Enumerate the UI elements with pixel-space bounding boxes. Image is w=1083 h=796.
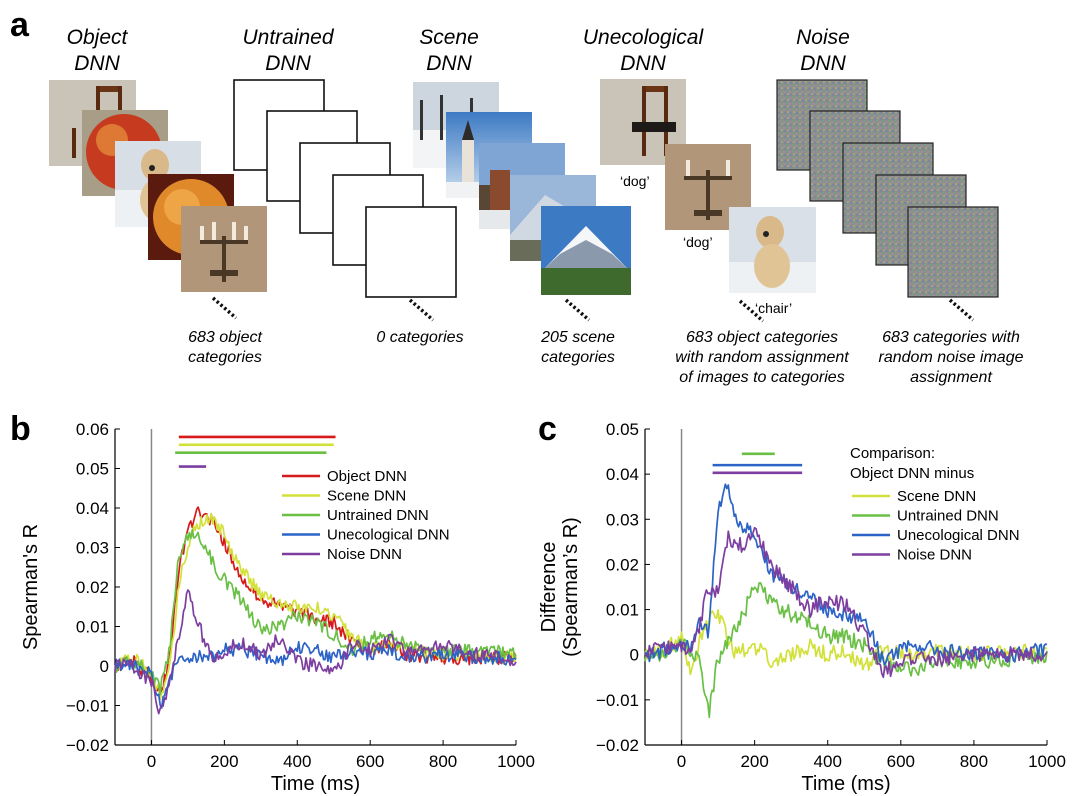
unecological-dnn-caption-2: with random assignment <box>675 349 849 366</box>
label-dog-1: ‘dog’ <box>620 173 650 189</box>
legend-entry: Scene DNN <box>897 488 976 505</box>
dotted-leaders <box>211 296 975 323</box>
unecological-dog-image <box>729 207 816 293</box>
untrained-dnn-blank-stack <box>233 79 457 298</box>
legend-entry: Scene DNN <box>327 488 406 505</box>
series-line-untrained-dnn-b <box>114 528 517 696</box>
x-tick-label: 800 <box>429 752 457 771</box>
x-tick-label: 0 <box>147 752 156 771</box>
x-axis-label-b: Time (ms) <box>271 773 360 795</box>
legend-entry: Unecological DNN <box>897 527 1020 544</box>
noise-dnn-title: Noise <box>796 26 850 49</box>
y-tick-label: −0.01 <box>596 691 639 710</box>
x-tick-label: 1000 <box>497 752 535 771</box>
x-tick-label: 400 <box>283 752 311 771</box>
y-tick-label: 0.04 <box>606 465 639 484</box>
dnn-column-titles: Object DNN Untrained DNN Scene DNN Uneco… <box>67 26 850 75</box>
unecological-dnn-caption-3: of images to categories <box>679 369 844 386</box>
legend-b: Object DNN Scene DNN Untrained DNN Unecolog… <box>282 468 450 563</box>
y-tick-label: 0.04 <box>76 499 109 518</box>
scene-dnn-image-stack <box>413 82 631 295</box>
legend-entry: Untrained DNN <box>327 507 429 524</box>
x-tick-label: 200 <box>740 752 768 771</box>
x-tick-label: 800 <box>960 752 988 771</box>
noise-dnn-caption-3: assignment <box>910 369 992 386</box>
object-dnn-caption-1: 683 object <box>188 329 262 346</box>
fuji-scene-image <box>541 206 631 295</box>
noise-dnn-caption-1: 683 categories with <box>882 329 1020 346</box>
y-tick-label: −0.02 <box>66 736 109 755</box>
y-axis-label-c-1: Difference <box>538 542 560 633</box>
unecological-dnn-caption-1: 683 object categories <box>686 329 838 346</box>
x-tick-label: 200 <box>210 752 238 771</box>
scene-dnn-title-2: DNN <box>426 52 472 75</box>
noise-dnn-image-stack <box>776 79 999 298</box>
x-tick-label: 600 <box>356 752 384 771</box>
x-tick-label: 400 <box>814 752 842 771</box>
panel-a-captions: 683 object categories 0 categories 205 s… <box>188 329 1024 386</box>
legend-entry: Noise DNN <box>897 547 972 564</box>
object-dnn-image-stack <box>49 80 267 292</box>
x-tick-label: 600 <box>887 752 915 771</box>
series-line-noise-dnn-c <box>644 526 1048 679</box>
legend-entry: Unecological DNN <box>327 527 450 544</box>
y-tick-label: 0.02 <box>606 555 639 574</box>
untrained-dnn-caption: 0 categories <box>376 329 463 346</box>
y-tick-label: 0.02 <box>76 578 109 597</box>
x-tick-label: 0 <box>677 752 686 771</box>
legend-entry: Object DNN <box>327 468 407 485</box>
series-line-scene-dnn-c <box>644 609 1048 676</box>
y-tick-label: 0.01 <box>606 601 639 620</box>
label-chair: ‘chair’ <box>755 300 792 316</box>
untrained-dnn-title: Untrained <box>242 26 334 49</box>
y-axis-label-b: Spearman's R <box>20 524 42 650</box>
y-tick-label: 0.03 <box>76 539 109 558</box>
x-axis-label-c: Time (ms) <box>801 773 890 795</box>
scene-dnn-title: Scene <box>419 26 479 49</box>
y-tick-label: 0.05 <box>76 460 109 479</box>
object-dnn-title-2: DNN <box>74 52 120 75</box>
legend-title-2: Object DNN minus <box>850 465 974 482</box>
y-tick-label: 0.03 <box>606 510 639 529</box>
noise-dnn-caption-2: random noise image <box>879 349 1024 366</box>
y-tick-label: 0 <box>100 657 109 676</box>
scene-dnn-caption-2: categories <box>541 349 615 366</box>
chart-panel-b: −0.02 −0.01 0 0.01 0.02 0.03 0.04 0.05 0.06 0 200 4… <box>20 420 535 795</box>
y-tick-label: 0 <box>630 646 639 665</box>
y-tick-label: 0.01 <box>76 618 109 637</box>
legend-c: Comparison: Object DNN minus Scene DNN Untr… <box>850 445 1020 564</box>
x-tick-label: 1000 <box>1028 752 1066 771</box>
series-line-noise-dnn-b <box>114 589 517 715</box>
untrained-dnn-title-2: DNN <box>265 52 311 75</box>
chart-panel-c: −0.02 −0.01 0 0.01 0.02 0.03 0.04 0.05 0 200 400 60… <box>538 420 1066 795</box>
y-axis-label-c-2: (Spearman’s R) <box>560 517 582 657</box>
panel-c-label: c <box>538 410 557 448</box>
unecological-dnn-title: Unecological <box>583 26 705 49</box>
series-line-unecological-dnn-b <box>114 640 517 709</box>
object-dnn-title: Object <box>67 26 129 49</box>
y-tick-label: 0.05 <box>606 420 639 439</box>
noise-dnn-title-2: DNN <box>800 52 846 75</box>
legend-title-1: Comparison: <box>850 445 935 462</box>
y-tick-label: −0.02 <box>596 736 639 755</box>
panel-b-label: b <box>10 410 31 448</box>
object-dnn-caption-2: categories <box>188 349 262 366</box>
panel-a-label: a <box>10 6 30 44</box>
y-tick-label: 0.06 <box>76 420 109 439</box>
unecological-dnn-image-stack: ‘dog’ ‘dog’ ‘chair’ <box>600 79 816 316</box>
legend-entry: Noise DNN <box>327 546 402 563</box>
label-dog-2: ‘dog’ <box>683 234 713 250</box>
scene-dnn-caption-1: 205 scene <box>540 329 615 346</box>
legend-entry: Untrained DNN <box>897 508 999 525</box>
unecological-dnn-title-2: DNN <box>620 52 666 75</box>
candelabra-image <box>181 206 267 292</box>
y-tick-label: −0.01 <box>66 697 109 716</box>
